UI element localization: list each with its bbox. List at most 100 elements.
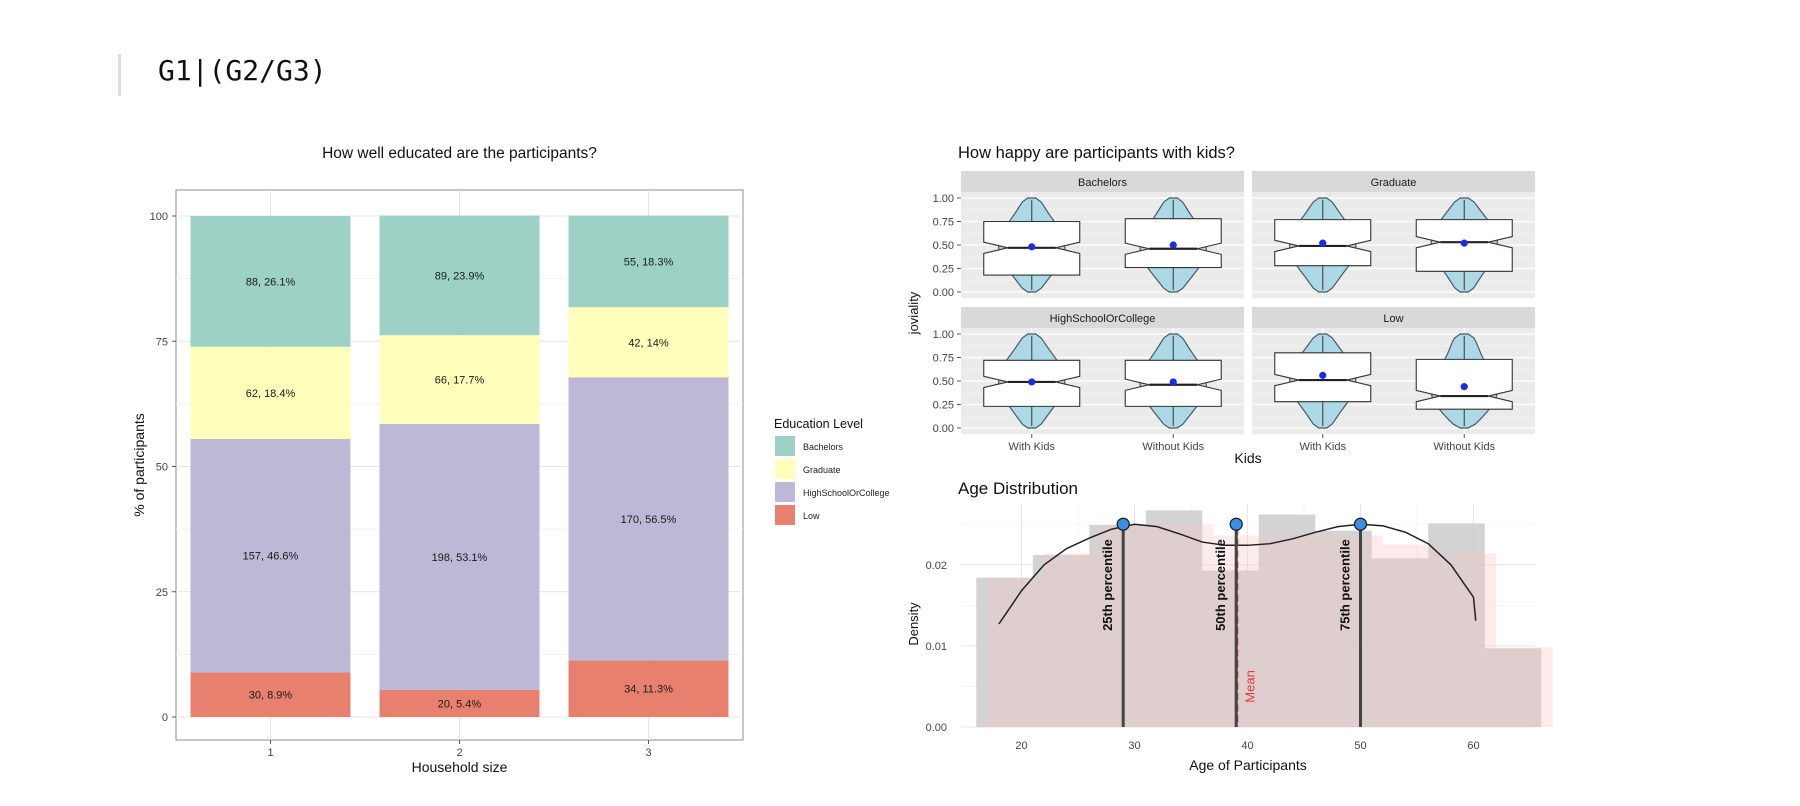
facet-strip — [1252, 307, 1535, 328]
x-tick-label: 30 — [1128, 740, 1140, 752]
histogram-overlay-bar — [1270, 535, 1327, 727]
percentile-marker — [1116, 517, 1130, 531]
bar-data-label: 66, 17.7% — [435, 375, 485, 387]
bar-segment-Low — [190, 672, 351, 717]
mean-point — [1169, 378, 1177, 386]
legend-label: HighSchoolOrCollege — [803, 488, 890, 498]
legend-label: Graduate — [803, 465, 841, 475]
facet-label: Bachelors — [1078, 177, 1127, 189]
y-tick-label: 0.50 — [933, 376, 954, 388]
bar-segment-Low — [379, 689, 540, 717]
legend-label: Bachelors — [803, 442, 844, 452]
legend-label: Low — [803, 511, 820, 521]
y-tick-label: 0.50 — [933, 240, 954, 252]
histogram-overlay-bar — [1100, 525, 1158, 727]
histogram-bar — [1428, 523, 1485, 727]
x-tick-label: 3 — [645, 747, 651, 759]
y-tick-label: 0.00 — [933, 287, 954, 299]
histogram-overlay-bar — [1213, 535, 1271, 727]
x-axis-title: Kids — [1234, 450, 1261, 466]
joviality-chart: How happy are participants with kids? Bac… — [906, 144, 1535, 466]
legend-swatch — [775, 436, 795, 456]
bar-data-label: 20, 5.4% — [438, 698, 482, 710]
bar-segment-Low — [568, 660, 729, 717]
y-tick-label: 100 — [150, 211, 168, 223]
x-axis-title: Household size — [412, 759, 508, 775]
y-tick-label: 1.00 — [933, 329, 954, 341]
joviality-chart-title: How happy are participants with kids? — [958, 144, 1235, 162]
histogram-overlay-bar — [1383, 544, 1440, 727]
mean-point — [1460, 239, 1468, 247]
x-tick-label: Without Kids — [1433, 441, 1495, 453]
facet-label: Graduate — [1371, 177, 1417, 189]
facet-strip — [1252, 171, 1535, 192]
facet-strip — [961, 171, 1244, 192]
education-chart: How well educated are the participants? 3… — [131, 145, 890, 775]
bar-segment-Graduate — [190, 346, 351, 439]
y-tick-label: 0.25 — [933, 400, 954, 412]
bar-data-label: 89, 23.9% — [435, 270, 485, 282]
legend-swatch — [775, 505, 795, 525]
bar-segment-Graduate — [568, 307, 729, 378]
histogram-bar — [1032, 555, 1090, 727]
histogram-overlay-bar — [987, 577, 1045, 727]
bar-segment-HighSchoolOrCollege — [568, 377, 729, 661]
bar-segment-Bachelors — [379, 215, 540, 336]
x-tick-label: 20 — [1015, 740, 1027, 752]
x-tick-label: 60 — [1467, 740, 1479, 752]
x-tick-label: With Kids — [1300, 441, 1347, 453]
histogram-bar — [1484, 648, 1542, 727]
age-chart: Age Distribution Mean 25th percentile 50th … — [906, 479, 1553, 773]
bar-segment-HighSchoolOrCollege — [190, 438, 351, 673]
bar-data-label: 34, 11.3% — [624, 684, 673, 696]
x-tick-label: With Kids — [1009, 441, 1056, 453]
age-chart-title: Age Distribution — [958, 479, 1078, 498]
mean-point — [1028, 243, 1036, 251]
y-axis-title: joviality — [906, 291, 921, 335]
y-tick-label: 0.00 — [933, 423, 954, 435]
y-tick-label: 1.00 — [933, 193, 954, 205]
page-heading: G1|(G2/G3) — [158, 54, 327, 87]
percentile-marker — [1353, 517, 1368, 531]
x-tick-label: Without Kids — [1142, 441, 1204, 453]
mean-point — [1028, 378, 1036, 386]
legend-title: Education Level — [774, 417, 863, 431]
y-tick-label: 0.75 — [933, 217, 954, 229]
y-tick-label: 0.25 — [933, 264, 954, 276]
histogram-bar — [976, 577, 1033, 727]
bar-data-label: 170, 56.5% — [621, 514, 677, 526]
histogram-bar — [1202, 570, 1259, 727]
bar-data-label: 55, 18.3% — [624, 256, 674, 268]
y-tick-label: 0.75 — [933, 353, 954, 365]
mean-point — [1319, 239, 1327, 247]
bar-data-label: 62, 18.4% — [246, 388, 296, 400]
x-tick-label: 50 — [1354, 740, 1366, 752]
facet-label: HighSchoolOrCollege — [1050, 313, 1156, 325]
education-chart-title: How well educated are the participants? — [322, 145, 597, 162]
bar-segment-Bachelors — [190, 216, 351, 347]
x-tick-label: 40 — [1241, 740, 1253, 752]
mean-point — [1460, 383, 1468, 391]
y-tick-label: 75 — [156, 336, 168, 348]
histogram-bar — [1089, 525, 1146, 727]
histogram-overlay-bar — [1157, 525, 1214, 727]
histogram-bar — [1145, 510, 1203, 727]
facet-label: Low — [1383, 313, 1403, 325]
legend-swatch — [775, 482, 795, 502]
y-tick-label: 0.02 — [926, 560, 947, 572]
bar-data-label: 42, 14% — [628, 337, 669, 349]
bar-data-label: 198, 53.1% — [432, 552, 488, 564]
density-curve — [998, 523, 1477, 625]
y-tick-label: 0.00 — [926, 722, 947, 734]
x-axis-title: Age of Participants — [1189, 757, 1307, 773]
percentile-label: 75th percentile — [1338, 539, 1353, 631]
mean-label: Mean — [1242, 670, 1257, 703]
histogram-bar — [1371, 558, 1429, 727]
histogram-bar — [1315, 530, 1372, 727]
x-tick-label: 1 — [267, 747, 273, 759]
mean-point — [1169, 241, 1177, 249]
facet-strip — [961, 307, 1244, 328]
bar-data-label: 30, 8.9% — [249, 690, 293, 702]
legend-swatch — [775, 459, 795, 479]
